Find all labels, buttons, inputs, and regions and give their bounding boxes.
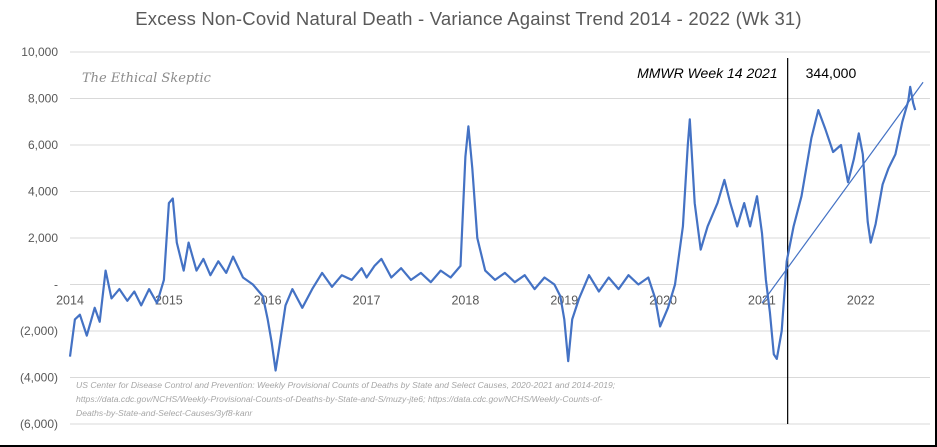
- gridlines: [70, 51, 930, 425]
- y-axis-ticks: 10,000 8,000 6,000 4,000 2,000 - (2,000) (4,000…: [20, 45, 58, 431]
- source-line-3: Deaths-by-State-and-Select-Causes/3yf8-k…: [76, 408, 253, 418]
- y-tick-label: 6,000: [28, 138, 58, 152]
- watermark: The Ethical Skeptic: [82, 71, 212, 86]
- y-tick-label: (4,000): [20, 371, 58, 385]
- x-axis-ticks: 2014 2015 2016 2017 2018 2019 2020 2021 2022: [56, 294, 875, 308]
- annotation-value: 344,000: [806, 65, 857, 81]
- annotation-label: MMWR Week 14 2021: [637, 65, 778, 81]
- y-tick-label: 2,000: [28, 231, 58, 245]
- chart-title: Excess Non-Covid Natural Death - Varianc…: [135, 8, 802, 29]
- y-tick-label: (6,000): [20, 417, 58, 431]
- y-tick-label: (2,000): [20, 324, 58, 338]
- x-tick-label: 2015: [155, 294, 183, 308]
- trend-line: [761, 81, 924, 304]
- y-tick-label: 10,000: [21, 45, 58, 59]
- source-line-1: US Center for Disease Control and Preven…: [76, 380, 616, 390]
- y-tick-label: 4,000: [28, 185, 58, 199]
- series-line: [68, 85, 917, 372]
- x-tick-label: 2022: [847, 294, 875, 308]
- source-note: US Center for Disease Control and Preven…: [76, 380, 616, 418]
- x-tick-label: 2016: [254, 294, 282, 308]
- y-tick-label: 8,000: [28, 92, 58, 106]
- x-tick-label: 2018: [451, 294, 479, 308]
- x-tick-label: 2021: [748, 294, 776, 308]
- x-tick-label: 2014: [56, 294, 84, 308]
- source-line-2: https://data.cdc.gov/NCHS/Weekly-Provisi…: [76, 394, 603, 404]
- x-tick-label: 2017: [353, 294, 381, 308]
- y-tick-label: -: [54, 278, 58, 292]
- x-tick-label: 2019: [550, 294, 578, 308]
